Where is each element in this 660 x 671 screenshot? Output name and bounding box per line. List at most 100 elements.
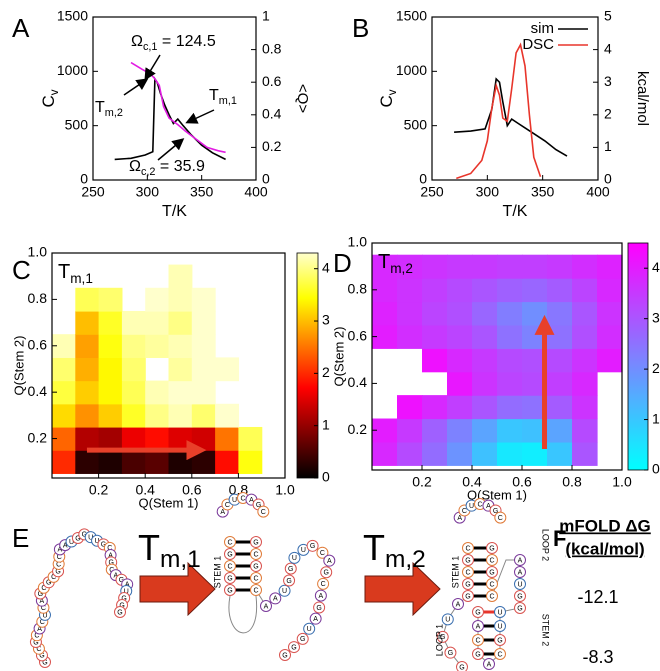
nucleotide-label: A bbox=[486, 503, 491, 510]
heatmap-cell bbox=[168, 450, 193, 474]
nucleotide-label: G bbox=[475, 651, 480, 658]
y-axis-label: Cv bbox=[39, 89, 61, 107]
nucleotide-label: G bbox=[288, 566, 293, 573]
heatmap-cell bbox=[422, 278, 448, 303]
nucleotide bbox=[472, 648, 484, 660]
y2-tick-label: 3 bbox=[604, 73, 612, 89]
structure-label: LOOP 2 bbox=[541, 529, 551, 561]
heatmap-cell bbox=[547, 254, 573, 279]
structure-label: STEM 2 bbox=[541, 614, 551, 647]
nucleotide-label: C bbox=[253, 551, 258, 558]
heatmap-cell bbox=[98, 380, 123, 405]
heatmap-cell bbox=[168, 403, 193, 428]
nucleotide-label: A bbox=[518, 557, 523, 564]
heatmap-cell bbox=[497, 441, 523, 466]
nucleotide-label: C bbox=[225, 502, 230, 509]
heatmap-cell bbox=[597, 254, 623, 279]
nucleotide bbox=[494, 606, 506, 618]
nucleotide-label: G bbox=[448, 650, 453, 657]
x-tick-label: 400 bbox=[244, 184, 268, 200]
heatmap-cell bbox=[168, 426, 193, 451]
nucleotide-label: C bbox=[465, 569, 470, 576]
annotation: Ωc,1 = 124.5 bbox=[131, 33, 216, 52]
heatmap-cell bbox=[447, 278, 473, 303]
colorbar-tick-label: 1 bbox=[652, 410, 660, 426]
annotation: Ωc,2 = 35.9 bbox=[129, 158, 205, 177]
nucleotide bbox=[494, 634, 506, 646]
y2-tick-label: 0 bbox=[604, 171, 612, 187]
nucleotide-label: G bbox=[38, 591, 43, 598]
nucleotide-label: C bbox=[41, 605, 46, 612]
nucleotide bbox=[472, 606, 484, 618]
nucleotide bbox=[306, 539, 319, 552]
heatmap-cell bbox=[191, 380, 216, 405]
nucleotide-label: G bbox=[282, 652, 287, 659]
y-tick-label: 0.8 bbox=[348, 281, 368, 297]
annotation: Tm,2 bbox=[95, 99, 123, 118]
nucleotide bbox=[224, 572, 236, 584]
nucleotide-label: A bbox=[313, 616, 318, 623]
heatmap-cell bbox=[472, 348, 498, 373]
y-tick-label: 0.4 bbox=[348, 374, 368, 390]
nucleotide bbox=[313, 601, 326, 614]
nucleotide-label: A bbox=[249, 497, 254, 504]
y-tick-label: 1.0 bbox=[348, 234, 368, 250]
x-axis-label: Q(Stem 1) bbox=[139, 495, 199, 510]
structure-label: STEM 1 bbox=[212, 556, 222, 589]
annotation-part: = 124.5 bbox=[157, 33, 215, 50]
x-axis-label: T/K bbox=[503, 203, 528, 220]
heatmap-cell bbox=[397, 254, 423, 279]
heatmap-cell bbox=[472, 254, 498, 279]
nucleotide bbox=[284, 562, 297, 575]
backbone bbox=[228, 595, 258, 634]
heatmap-cell bbox=[422, 324, 448, 349]
nucleotide-label: U bbox=[292, 555, 297, 562]
nucleotide bbox=[494, 511, 507, 524]
heatmap-cell bbox=[597, 348, 623, 373]
y-axis-label-part: v bbox=[387, 89, 399, 95]
heatmap-cell bbox=[238, 426, 263, 451]
nucleotide-label: U bbox=[445, 617, 450, 624]
heatmap-cell bbox=[497, 418, 523, 443]
transition-arrow bbox=[364, 561, 441, 617]
heatmap-cell bbox=[497, 395, 523, 420]
nucleotide bbox=[486, 566, 498, 578]
nucleotide bbox=[317, 577, 330, 590]
nucleotide bbox=[303, 622, 316, 635]
heatmap-cell bbox=[547, 418, 573, 443]
heatmap-cell bbox=[168, 310, 193, 335]
colorbar-tick-label: 0 bbox=[652, 461, 660, 477]
nucleotide bbox=[456, 661, 468, 671]
panel-label: F bbox=[553, 526, 566, 551]
nucleotide bbox=[287, 641, 300, 654]
y2-tick-label: 0 bbox=[262, 171, 270, 187]
nucleotide-label: G bbox=[459, 664, 464, 671]
panel-title-part: T bbox=[58, 261, 70, 283]
nucleotide-label: C bbox=[107, 545, 112, 552]
nucleotide-label: C bbox=[489, 581, 494, 588]
nucleotide-label: G bbox=[493, 508, 498, 515]
heatmap-cell bbox=[168, 264, 193, 289]
y-tick-label: 1500 bbox=[57, 8, 88, 24]
y-axis-label-part: C bbox=[39, 95, 58, 107]
nucleotide-label: C bbox=[477, 501, 482, 508]
colorbar-tick-label: 2 bbox=[322, 364, 330, 380]
nucleotide-label: C bbox=[41, 585, 46, 592]
nucleotide-label: C bbox=[462, 508, 467, 515]
nucleotide bbox=[514, 554, 526, 566]
nucleotide-label: G bbox=[489, 569, 494, 576]
y-tick-label: 0.2 bbox=[348, 421, 368, 437]
nucleotide bbox=[462, 590, 474, 602]
y-tick-label: 500 bbox=[404, 116, 428, 132]
annotation: Tm,1 bbox=[209, 87, 237, 106]
x-tick-label: 250 bbox=[420, 184, 444, 200]
heatmap-cell bbox=[75, 450, 100, 474]
nucleotide-label: G bbox=[300, 636, 305, 643]
nucleotide-label: C bbox=[253, 587, 258, 594]
heatmap-cell bbox=[447, 371, 473, 396]
heatmap-cell bbox=[168, 357, 193, 382]
y2-tick-label: 5 bbox=[604, 8, 612, 24]
nucleotide-label: U bbox=[232, 497, 237, 504]
y-axis-label-part: v bbox=[49, 89, 61, 95]
nucleotide-label: U bbox=[42, 612, 47, 619]
